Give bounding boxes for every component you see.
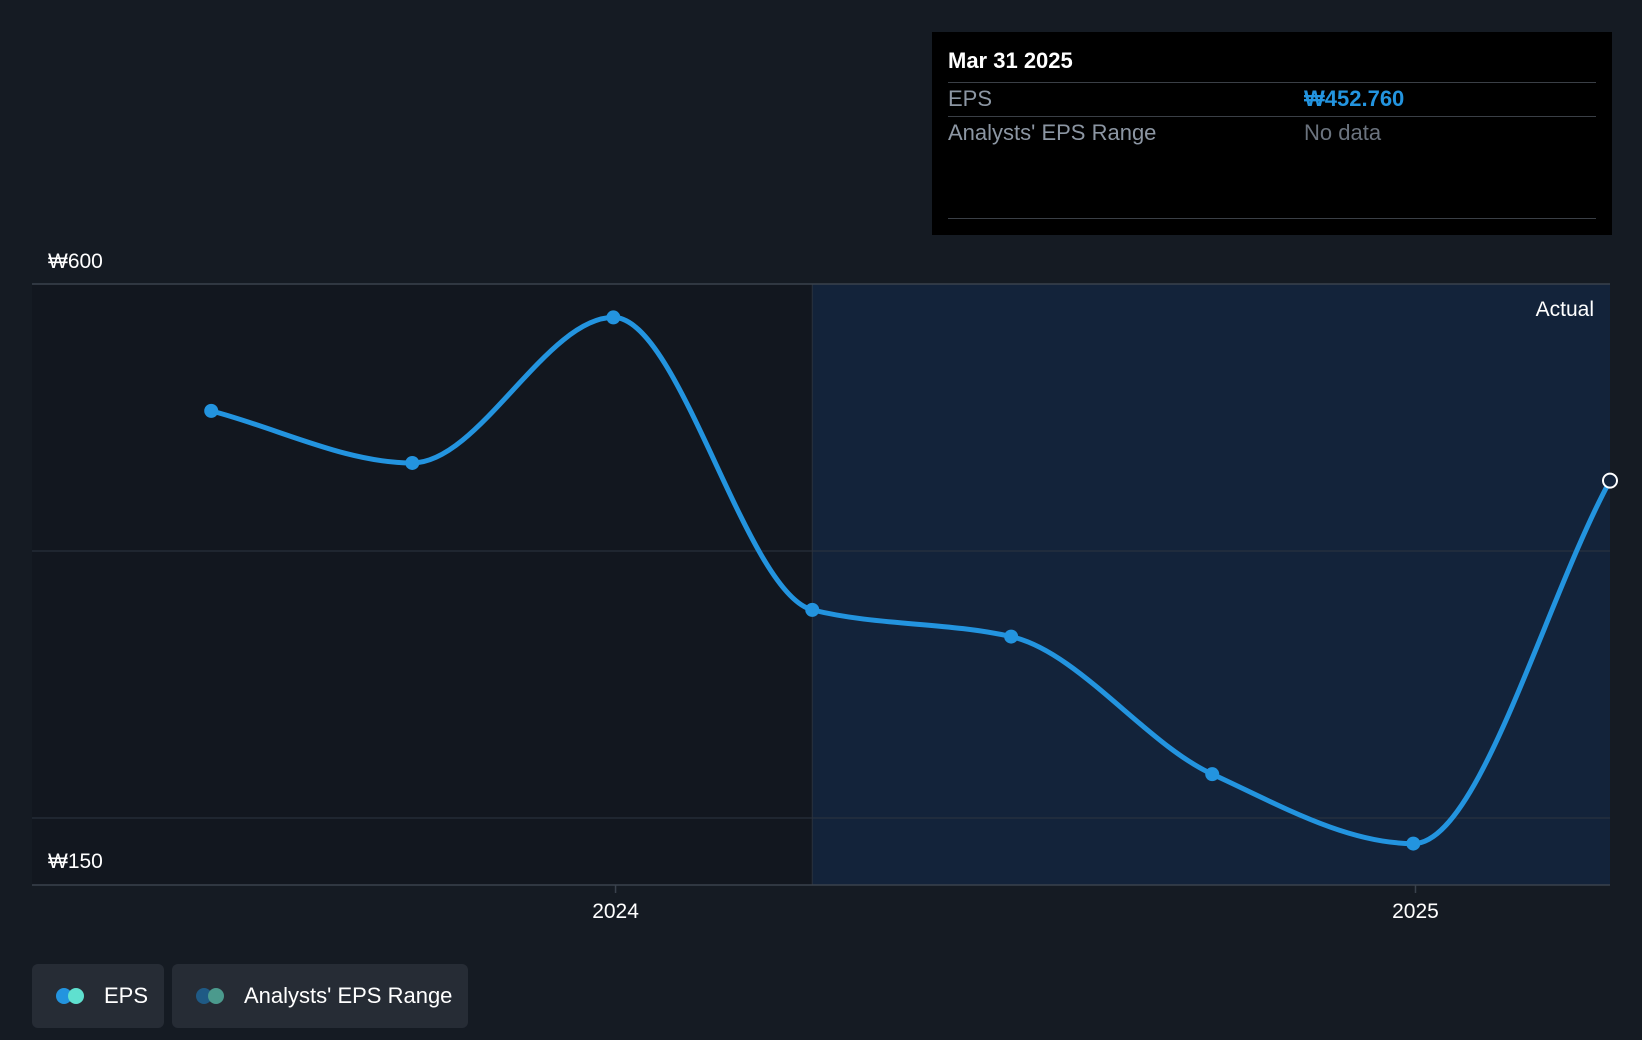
legend-analysts-range-button[interactable]: Analysts' EPS Range bbox=[172, 964, 468, 1028]
actual-region-background bbox=[812, 284, 1610, 885]
x-tick-label: 2024 bbox=[592, 900, 639, 923]
analysts-range-legend-icon bbox=[196, 988, 226, 1004]
tooltip-range-label: Analysts' EPS Range bbox=[948, 120, 1157, 145]
actual-region-label: Actual bbox=[1536, 298, 1594, 321]
past-region-background bbox=[32, 284, 813, 885]
legend-eps-button[interactable]: EPS bbox=[32, 964, 164, 1028]
tooltip-divider bbox=[948, 82, 1596, 83]
eps-point[interactable] bbox=[1205, 767, 1220, 782]
eps-point[interactable] bbox=[1004, 629, 1019, 644]
eps-point[interactable] bbox=[1406, 836, 1421, 851]
y-tick-label-top: ₩600 bbox=[48, 250, 103, 273]
y-tick-label-bottom: ₩150 bbox=[48, 850, 103, 873]
tooltip-divider bbox=[948, 116, 1596, 117]
eps-point[interactable] bbox=[606, 310, 621, 325]
eps-point[interactable] bbox=[204, 403, 219, 418]
tooltip-divider bbox=[948, 218, 1596, 219]
eps-point[interactable] bbox=[405, 455, 420, 470]
legend-eps-label: EPS bbox=[104, 983, 149, 1008]
eps-point[interactable] bbox=[805, 602, 820, 617]
hover-tooltip: Mar 31 2025 EPS ₩452.760 Analysts' EPS R… bbox=[932, 32, 1612, 235]
eps-point-highlighted[interactable] bbox=[1602, 472, 1618, 489]
tooltip-date: Mar 31 2025 bbox=[948, 48, 1073, 73]
legend-analysts-range-label: Analysts' EPS Range bbox=[244, 983, 453, 1008]
tooltip-eps-label: EPS bbox=[948, 86, 993, 111]
tooltip-range-value: No data bbox=[1304, 120, 1382, 145]
x-tick-label: 2025 bbox=[1392, 900, 1439, 923]
eps-legend-icon bbox=[56, 988, 86, 1004]
tooltip-eps-value: ₩452.760 bbox=[1304, 86, 1405, 111]
